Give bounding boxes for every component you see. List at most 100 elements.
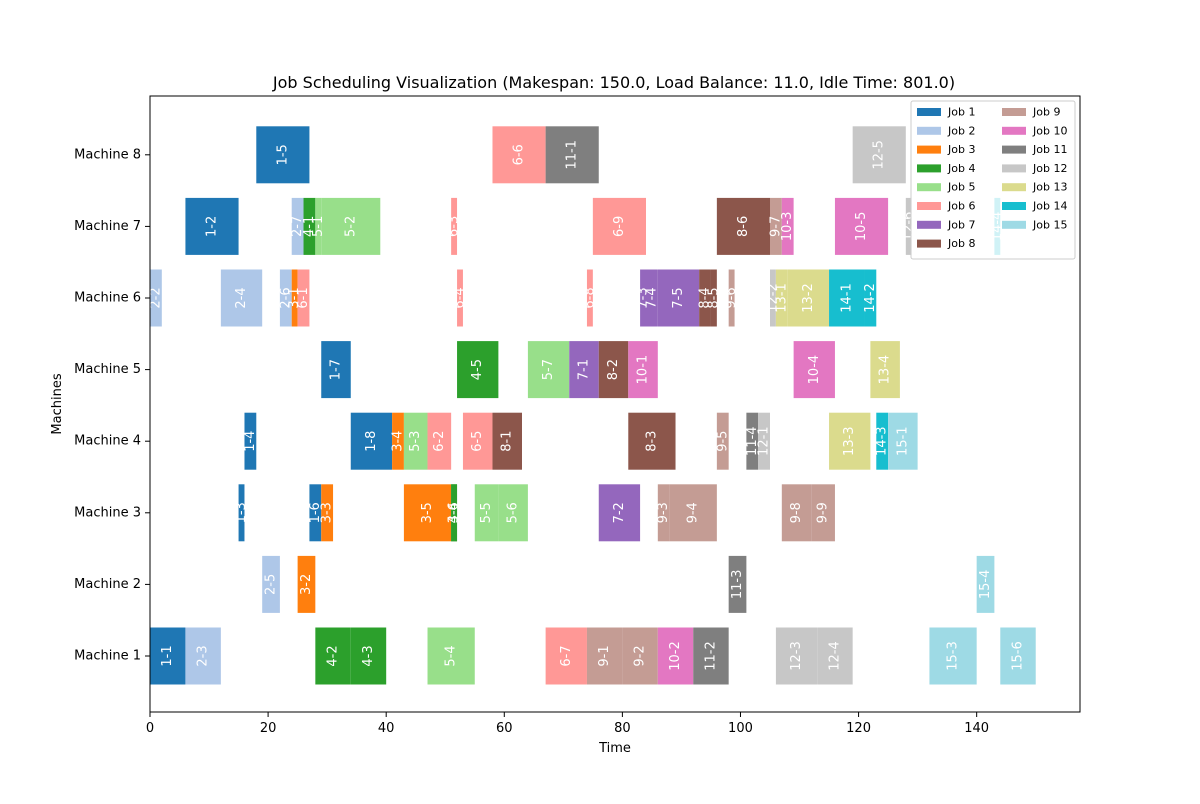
legend-swatch-job-8 xyxy=(917,239,941,248)
task-label-13-2: 13-2 xyxy=(801,283,816,313)
task-label-5-1: 5-1 xyxy=(311,216,326,237)
task-bar-1-8 xyxy=(350,412,393,470)
task-label-8-2: 8-2 xyxy=(606,359,621,380)
task-label-7-5: 7-5 xyxy=(671,287,686,308)
task-label-9-4: 9-4 xyxy=(686,502,701,523)
task-label-5-3: 5-3 xyxy=(408,431,423,452)
task-label-6-6: 6-6 xyxy=(512,144,527,165)
y-axis: Machine 1 Machine 2 Machine 3 Machine 4 Mach… xyxy=(74,147,150,664)
legend-label-job-12: Job 12 xyxy=(1032,162,1067,175)
task-label-11-3: 11-3 xyxy=(730,570,745,600)
task-bar-3-5 xyxy=(403,484,452,542)
task-bar-15-1 xyxy=(888,412,918,470)
task-label-5-5: 5-5 xyxy=(479,502,494,523)
x-tick-label: 120 xyxy=(846,721,871,736)
task-bar-1-5 xyxy=(256,126,310,184)
task-bar-11-4 xyxy=(746,412,759,470)
task-bar-10-4 xyxy=(793,341,835,399)
task-bar-6-9 xyxy=(592,197,646,255)
task-label-10-1: 10-1 xyxy=(636,355,651,385)
x-tick-label: 0 xyxy=(146,721,154,736)
task-bar-13-2 xyxy=(787,269,830,327)
legend-label-job-11: Job 11 xyxy=(1032,143,1067,156)
y-tick-label: Machine 7 xyxy=(74,219,141,234)
task-label-9-2: 9-2 xyxy=(633,645,648,666)
task-bars xyxy=(150,126,1036,685)
task-bar-14-2 xyxy=(864,269,877,327)
legend-swatch-job-7 xyxy=(917,220,941,229)
task-label-2-3: 2-3 xyxy=(196,645,211,666)
task-bar-6-7 xyxy=(545,627,587,685)
task-bar-10-1 xyxy=(628,341,658,399)
task-bar-8-2 xyxy=(598,341,629,399)
x-tick-label: 140 xyxy=(964,721,989,736)
task-label-1-6: 1-6 xyxy=(308,502,323,523)
task-label-1-3: 1-3 xyxy=(234,502,249,523)
task-label-10-2: 10-2 xyxy=(668,641,683,671)
task-bar-9-9 xyxy=(811,484,835,542)
task-bar-5-3 xyxy=(403,412,428,470)
task-label-1-1: 1-1 xyxy=(160,645,175,666)
task-label-13-3: 13-3 xyxy=(842,426,857,456)
task-bar-4-4 xyxy=(451,484,458,542)
task-label-4-3: 4-3 xyxy=(361,645,376,666)
task-bar-12-6 xyxy=(905,197,912,255)
task-bar-3-2 xyxy=(297,555,316,613)
legend-label-job-1: Job 1 xyxy=(947,106,975,119)
y-tick-label: Machine 3 xyxy=(74,505,141,520)
task-bar-7-1 xyxy=(569,341,599,399)
legend-label-job-13: Job 13 xyxy=(1032,181,1067,194)
y-tick-label: Machine 2 xyxy=(74,577,141,592)
legend-label-job-5: Job 5 xyxy=(947,181,975,194)
y-tick-label: Machine 4 xyxy=(74,434,141,449)
task-bar-7-4 xyxy=(646,269,658,327)
task-bar-8-5 xyxy=(710,269,717,327)
task-bar-5-1 xyxy=(315,197,322,255)
y-tick-label: Machine 1 xyxy=(74,649,141,664)
legend-swatch-job-3 xyxy=(917,145,941,154)
task-bar-9-1 xyxy=(586,627,623,685)
plot-frame xyxy=(149,95,1081,713)
x-axis-label: Time xyxy=(598,741,631,756)
task-bar-15-6 xyxy=(1000,627,1036,685)
task-label-4-4: 4-4 xyxy=(447,502,462,523)
task-label-15-3: 15-3 xyxy=(946,641,961,671)
task-label-10-5: 10-5 xyxy=(854,212,869,242)
legend-swatch-job-6 xyxy=(917,202,941,210)
task-label-11-2: 11-2 xyxy=(703,641,718,671)
task-label-2-4: 2-4 xyxy=(234,287,249,308)
task-label-9-9: 9-9 xyxy=(816,502,831,523)
task-bar-8-3 xyxy=(628,412,676,470)
task-label-3-4: 3-4 xyxy=(391,431,406,452)
task-label-3-1: 3-1 xyxy=(287,287,302,308)
task-label-10-3: 10-3 xyxy=(780,212,795,242)
task-label-15-1: 15-1 xyxy=(895,426,910,456)
task-bar-9-5 xyxy=(716,412,729,470)
task-bar-5-7 xyxy=(527,341,570,399)
task-label-9-8: 9-8 xyxy=(789,502,804,523)
task-label-7-2: 7-2 xyxy=(612,502,627,523)
legend-swatch-job-1 xyxy=(917,108,941,116)
task-bar-2-6 xyxy=(279,269,292,327)
task-bar-13-4 xyxy=(870,341,900,399)
task-bar-1-2 xyxy=(185,197,239,255)
task-bar-9-2 xyxy=(622,627,658,685)
task-bar-1-3 xyxy=(238,484,245,542)
task-bar-12-3 xyxy=(775,627,818,685)
legend-swatch-job-13 xyxy=(1002,183,1026,192)
task-bar-10-2 xyxy=(657,627,694,685)
task-label-8-6: 8-6 xyxy=(736,216,751,237)
task-bar-11-1 xyxy=(545,126,599,184)
task-label-7-3: 7-3 xyxy=(636,287,651,308)
legend-label-job-6: Job 6 xyxy=(947,200,975,213)
task-bar-3-4 xyxy=(392,412,404,470)
task-bar-4-3 xyxy=(350,627,387,685)
task-label-5-2: 5-2 xyxy=(343,216,358,237)
task-bar-15-4 xyxy=(976,555,995,613)
task-label-6-1: 6-1 xyxy=(296,287,311,308)
task-bar-9-6 xyxy=(728,269,735,327)
task-bar-12-2 xyxy=(770,269,776,327)
legend: Job 1 Job 2 Job 3 Job 4 Job 5 Job 6 Job 7 Job 8… xyxy=(910,100,1076,260)
x-tick-label: 100 xyxy=(728,721,753,736)
task-bar-9-4 xyxy=(669,484,717,542)
